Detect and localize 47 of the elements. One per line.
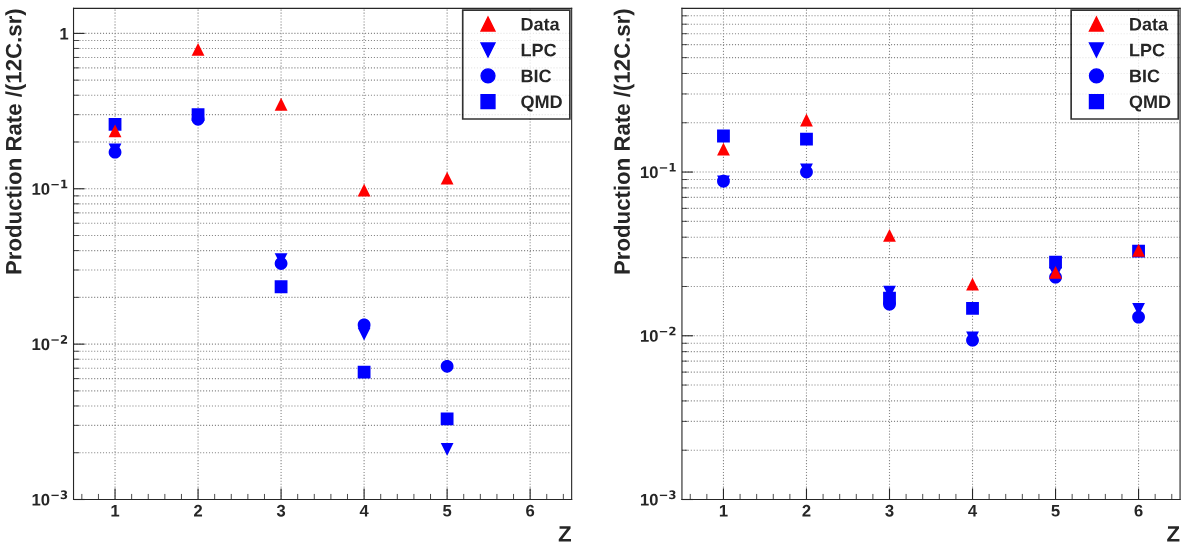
point	[717, 142, 730, 156]
point	[800, 132, 813, 146]
legend-label: BIC	[1130, 69, 1160, 83]
point	[440, 359, 454, 373]
x-tick-label: 1	[719, 504, 728, 517]
point	[191, 42, 205, 56]
x-tick-label: 2	[194, 504, 203, 517]
y-tick-label: 10$^{−1}$	[32, 179, 68, 195]
y-tick-label: 10$^{−3}$	[32, 490, 68, 506]
x-tick-label: 6	[526, 504, 535, 517]
x-tick-label: 4	[359, 504, 369, 517]
x-axis-title: Z	[558, 526, 572, 542]
point	[108, 124, 122, 138]
point	[440, 412, 454, 426]
y-tick-label: 10$^{−2}$	[32, 335, 68, 351]
point	[274, 97, 288, 111]
x-tick-label: 5	[443, 504, 452, 517]
point	[357, 365, 371, 379]
y-tick-label: 10$^{−3}$	[640, 490, 676, 506]
point	[357, 327, 371, 341]
point	[440, 171, 454, 185]
y-tick-label: 1	[60, 27, 69, 40]
legend-label: QMD	[1129, 95, 1171, 112]
legend-label: LPC	[1130, 43, 1165, 57]
legend-label: Data	[521, 18, 560, 31]
x-tick-label: 1	[111, 504, 120, 517]
x-axis-title: Z	[1167, 526, 1180, 542]
point	[274, 280, 288, 294]
x-tick-label: 3	[276, 504, 286, 517]
x-tick-label: 3	[885, 504, 894, 517]
point	[357, 183, 371, 197]
point	[440, 443, 454, 456]
x-tick-label: 5	[1051, 504, 1060, 517]
legend-label: QMD	[521, 95, 562, 112]
x-tick-label: 4	[968, 504, 978, 517]
x-tick-label: 6	[1134, 504, 1143, 517]
y-tick-label: 10$^{−2}$	[640, 326, 676, 342]
y-axis-title: Production Rate /(12C.sr)	[5, 9, 26, 274]
legend-label: Data	[1130, 18, 1169, 31]
point	[966, 301, 979, 315]
point	[883, 229, 896, 242]
point	[717, 129, 730, 143]
y-tick-label: 10$^{−1}$	[640, 163, 676, 179]
legend-label: LPC	[521, 43, 557, 57]
x-tick-label: 2	[802, 504, 811, 517]
y-axis-title: Production Rate /(12C.sr)	[613, 9, 635, 274]
legend-label: BIC	[521, 69, 552, 83]
